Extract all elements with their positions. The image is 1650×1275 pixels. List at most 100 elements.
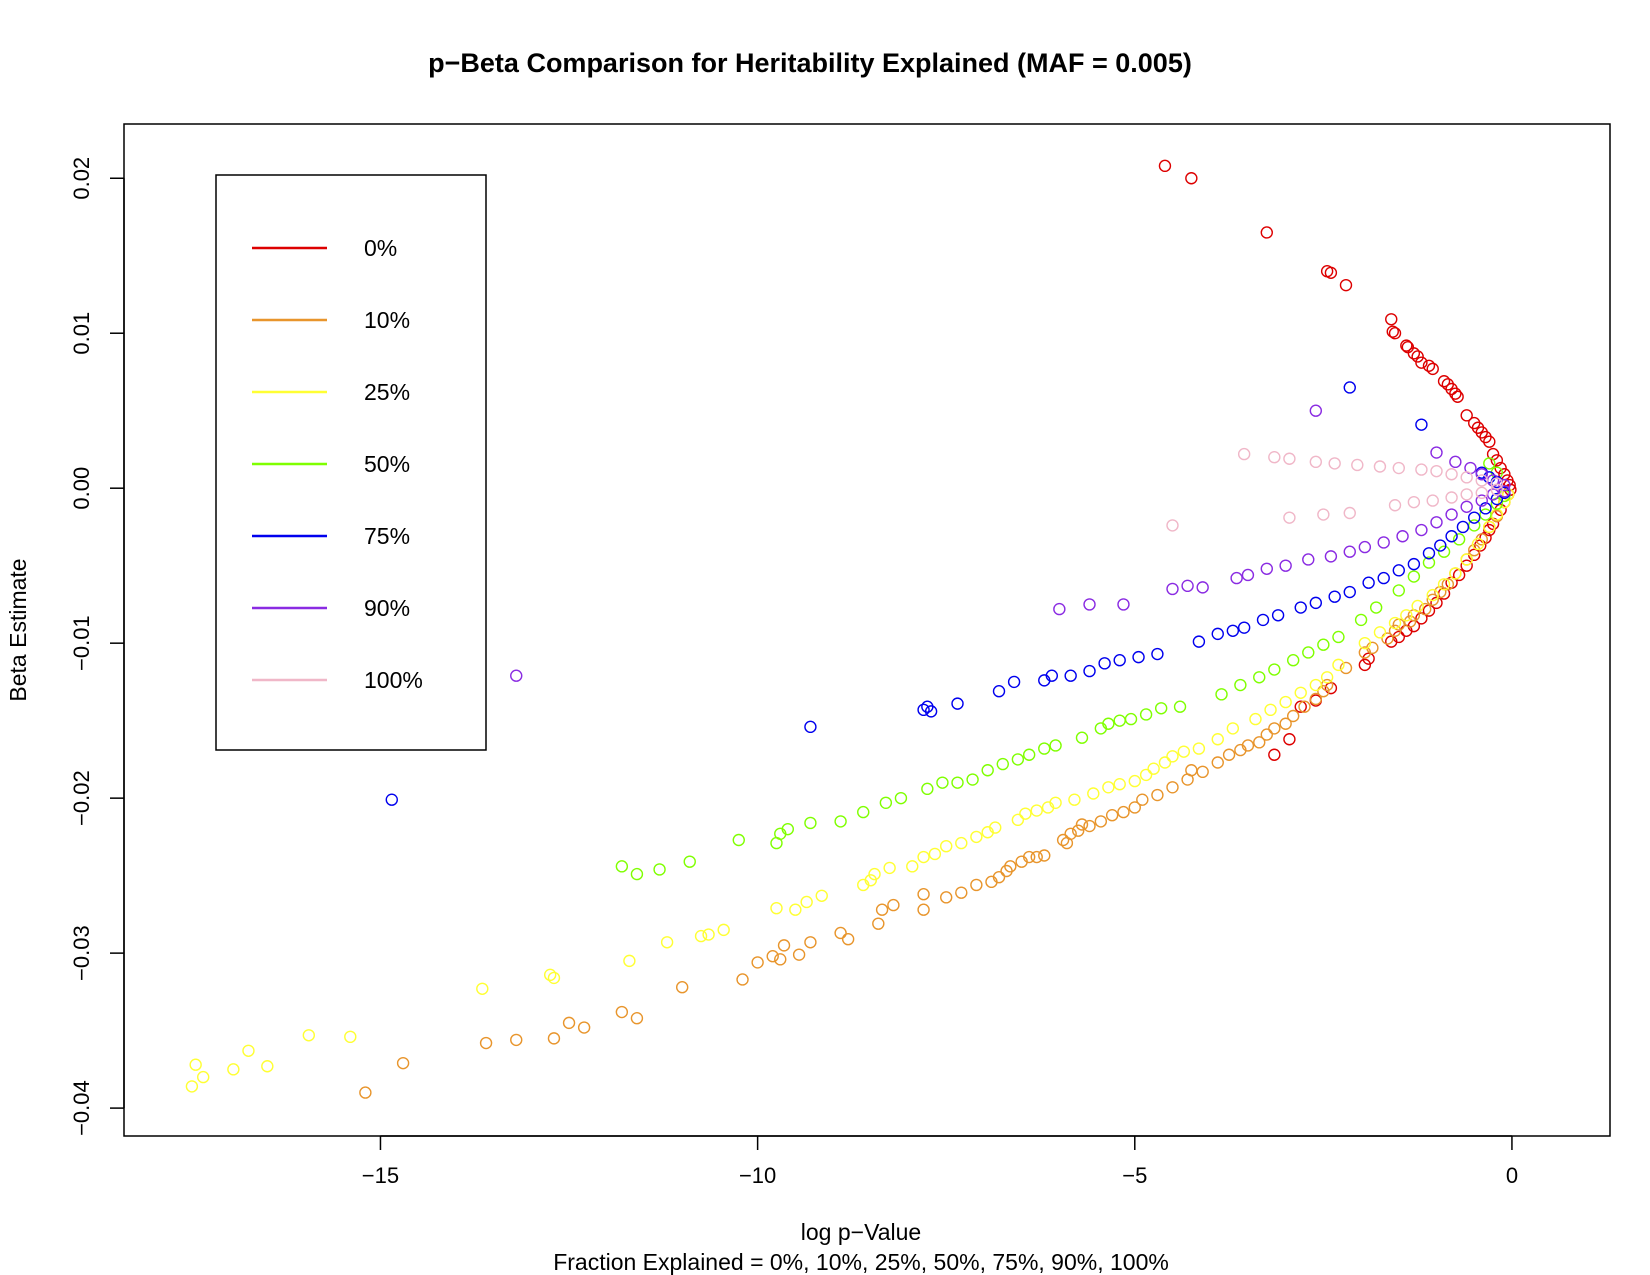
data-point [804,720,817,734]
data-point [1460,409,1473,422]
data-point [1102,781,1115,794]
legend-box [215,174,487,751]
data-point [1279,559,1292,572]
data-point [717,923,730,937]
data-point [1302,646,1315,659]
y-tick-label: 0.00 [69,467,94,510]
data-point [1373,460,1387,473]
data-point [653,863,666,876]
data-point [1362,652,1375,665]
data-point [928,847,942,861]
data-point [1456,520,1470,534]
data-point [1196,765,1209,779]
data-point [1460,559,1473,572]
data-point [694,929,708,943]
data-point [702,928,715,941]
data-point [940,891,953,904]
data-point [1215,688,1228,701]
data-point [1426,593,1439,606]
data-point [1392,564,1405,577]
data-point [1479,502,1492,515]
data-point [1388,499,1402,512]
data-point [1388,616,1402,630]
data-point [1388,624,1402,637]
data-point [1083,598,1096,611]
data-point [804,816,817,830]
data-point [1298,700,1311,713]
data-point [1358,540,1372,554]
y-tick-label: −0.01 [69,615,94,671]
legend: 0% 10% 25% 50% 75% 90% 100% [215,174,487,751]
data-point [1173,700,1187,713]
data-point [1324,550,1338,563]
data-point [1437,578,1451,591]
data-point [1415,463,1428,476]
data-point [1415,418,1428,431]
data-point [1022,748,1036,761]
data-point [1430,516,1443,529]
data-point [1011,753,1025,766]
data-point [675,981,689,994]
data-point [1483,520,1496,534]
data-point [1241,739,1255,752]
data-point [1430,446,1443,459]
data-point [936,776,949,789]
data-point [1437,545,1451,558]
data-point [1309,678,1323,692]
data-point [917,888,930,901]
data-point [875,903,889,916]
data-point [751,956,764,969]
data-point [955,836,968,850]
data-point [966,773,979,786]
data-point [630,1012,644,1025]
data-point [1369,601,1383,614]
data-point [781,822,794,836]
data-point [562,1016,576,1030]
data-point [1268,663,1281,676]
data-point [804,936,817,949]
data-point [1211,756,1224,769]
data-point [1422,547,1436,560]
data-point [1113,778,1126,791]
data-point [1102,717,1115,730]
data-point [1468,543,1481,557]
data-point [479,1036,493,1050]
data-point [1268,722,1281,735]
data-point [1049,796,1062,809]
x-tick-label: 0 [1506,1163,1518,1188]
data-point [1237,621,1251,634]
data-point [1151,647,1164,661]
data-point [1151,788,1164,802]
data-point [1030,804,1043,817]
data-point [1279,717,1292,730]
data-point [940,839,953,853]
data-point [1181,579,1194,593]
data-point [1411,350,1424,363]
data-point [1083,664,1096,678]
data-point [1445,508,1458,521]
y-tick-label: 0.01 [69,312,94,355]
data-point [989,821,1002,834]
data-point [1490,483,1504,496]
data-point [683,855,696,868]
data-point [302,1029,316,1042]
x-tick-label: −10 [739,1163,776,1188]
data-point [1449,387,1462,400]
data-point [970,878,983,892]
data-point [1354,613,1368,627]
data-point [789,903,802,916]
data-point [1253,736,1266,749]
data-point [1445,491,1458,504]
data-point [1158,159,1172,173]
data-point [1234,678,1247,692]
data-point [1468,511,1481,524]
data-point [1490,477,1504,490]
data-point [660,936,674,949]
data-point [1139,768,1153,782]
data-point [1105,808,1119,822]
data-point [1309,455,1323,469]
data-point [732,833,745,847]
data-point [1075,818,1089,831]
data-point [1283,733,1296,746]
data-point [1260,728,1273,741]
